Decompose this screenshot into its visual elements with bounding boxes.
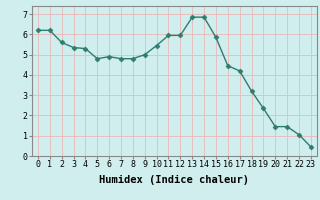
X-axis label: Humidex (Indice chaleur): Humidex (Indice chaleur) bbox=[100, 175, 249, 185]
